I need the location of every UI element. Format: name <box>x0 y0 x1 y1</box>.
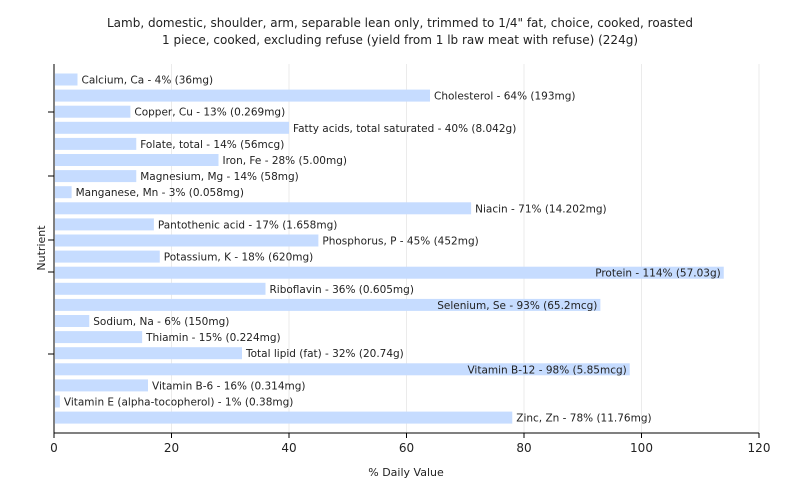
x-tick-label: 80 <box>516 441 531 455</box>
bar-label: Copper, Cu - 13% (0.269mg) <box>134 107 285 119</box>
bar <box>55 202 472 215</box>
x-tick-label: 0 <box>50 441 58 455</box>
bar <box>55 218 154 231</box>
bar-label: Iron, Fe - 28% (5.00mg) <box>223 155 347 167</box>
bar-label: Niacin - 71% (14.202mg) <box>475 203 607 215</box>
bar-label: Magnesium, Mg - 14% (58mg) <box>140 171 299 183</box>
x-tick-label: 40 <box>281 441 296 455</box>
grid-lines <box>171 64 760 433</box>
bar-label: Cholesterol - 64% (193mg) <box>434 91 576 103</box>
bar-label: Potassium, K - 18% (620mg) <box>164 252 314 264</box>
x-tick-label: 60 <box>399 441 414 455</box>
x-ticks: 0 20 40 60 80 100 120 <box>50 433 770 455</box>
chart-subtitle: 1 piece, cooked, excluding refuse (yield… <box>162 33 638 47</box>
bar <box>55 73 78 86</box>
bar <box>55 331 143 344</box>
bar-label: Vitamin E (alpha-tocopherol) - 1% (0.38m… <box>64 397 294 409</box>
bars: Calcium, Ca - 4% (36mg) Cholesterol - 64%… <box>55 73 724 425</box>
bar <box>55 395 60 408</box>
bar <box>55 234 319 247</box>
bar-label: Vitamin B-12 - 98% (5.85mcg) <box>467 364 626 376</box>
bar <box>55 250 160 263</box>
x-tick-label: 20 <box>164 441 179 455</box>
bar <box>55 266 724 279</box>
axes <box>48 64 759 434</box>
bar-label: Folate, total - 14% (56mcg) <box>140 139 284 151</box>
bar <box>55 121 289 134</box>
bar-label: Fatty acids, total saturated - 40% (8.04… <box>293 123 516 135</box>
bar-label: Protein - 114% (57.03g) <box>595 268 721 280</box>
bar-label: Riboflavin - 36% (0.605mg) <box>270 284 414 296</box>
bar-label: Manganese, Mn - 3% (0.058mg) <box>76 187 244 199</box>
bar <box>55 282 266 295</box>
bar-label: Thiamin - 15% (0.224mg) <box>145 332 281 344</box>
bar <box>55 298 601 311</box>
bar <box>55 89 430 102</box>
bar <box>55 137 137 150</box>
bar-label: Total lipid (fat) - 32% (20.74g) <box>245 348 404 360</box>
x-tick-label: 100 <box>630 441 653 455</box>
bar-label: Selenium, Se - 93% (65.2mcg) <box>437 300 597 312</box>
x-axis-title: % Daily Value <box>368 466 444 479</box>
bar <box>55 411 513 424</box>
bar-label: Phosphorus, P - 45% (452mg) <box>322 236 478 248</box>
bar <box>55 315 90 327</box>
bar <box>55 154 219 166</box>
x-tick-label: 120 <box>748 441 771 455</box>
bar-label: Pantothenic acid - 17% (1.658mg) <box>158 219 337 231</box>
bar <box>55 363 630 376</box>
bar-label: Sodium, Na - 6% (150mg) <box>93 316 229 328</box>
chart-title: Lamb, domestic, shoulder, arm, separable… <box>107 16 693 30</box>
y-axis-title: Nutrient <box>35 225 48 271</box>
bar <box>55 379 148 392</box>
bar-label: Vitamin B-6 - 16% (0.314mg) <box>152 380 306 392</box>
bar <box>55 170 137 183</box>
bar <box>55 347 242 360</box>
bar <box>55 186 72 199</box>
bar <box>55 105 131 118</box>
bar-label: Calcium, Ca - 4% (36mg) <box>82 75 214 87</box>
bar-label: Zinc, Zn - 78% (11.76mg) <box>516 413 651 425</box>
